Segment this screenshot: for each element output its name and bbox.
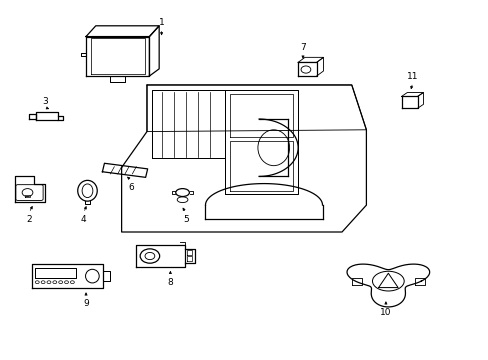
Text: 3: 3 <box>42 96 48 105</box>
Text: 4: 4 <box>81 215 86 224</box>
Text: 9: 9 <box>83 299 89 308</box>
Text: 5: 5 <box>183 215 188 224</box>
Text: 6: 6 <box>128 183 134 192</box>
Text: 7: 7 <box>300 43 305 52</box>
Text: 2: 2 <box>26 215 32 224</box>
Text: 8: 8 <box>167 278 173 287</box>
Text: 11: 11 <box>406 72 418 81</box>
Text: 10: 10 <box>379 308 391 317</box>
Text: 1: 1 <box>159 18 164 27</box>
